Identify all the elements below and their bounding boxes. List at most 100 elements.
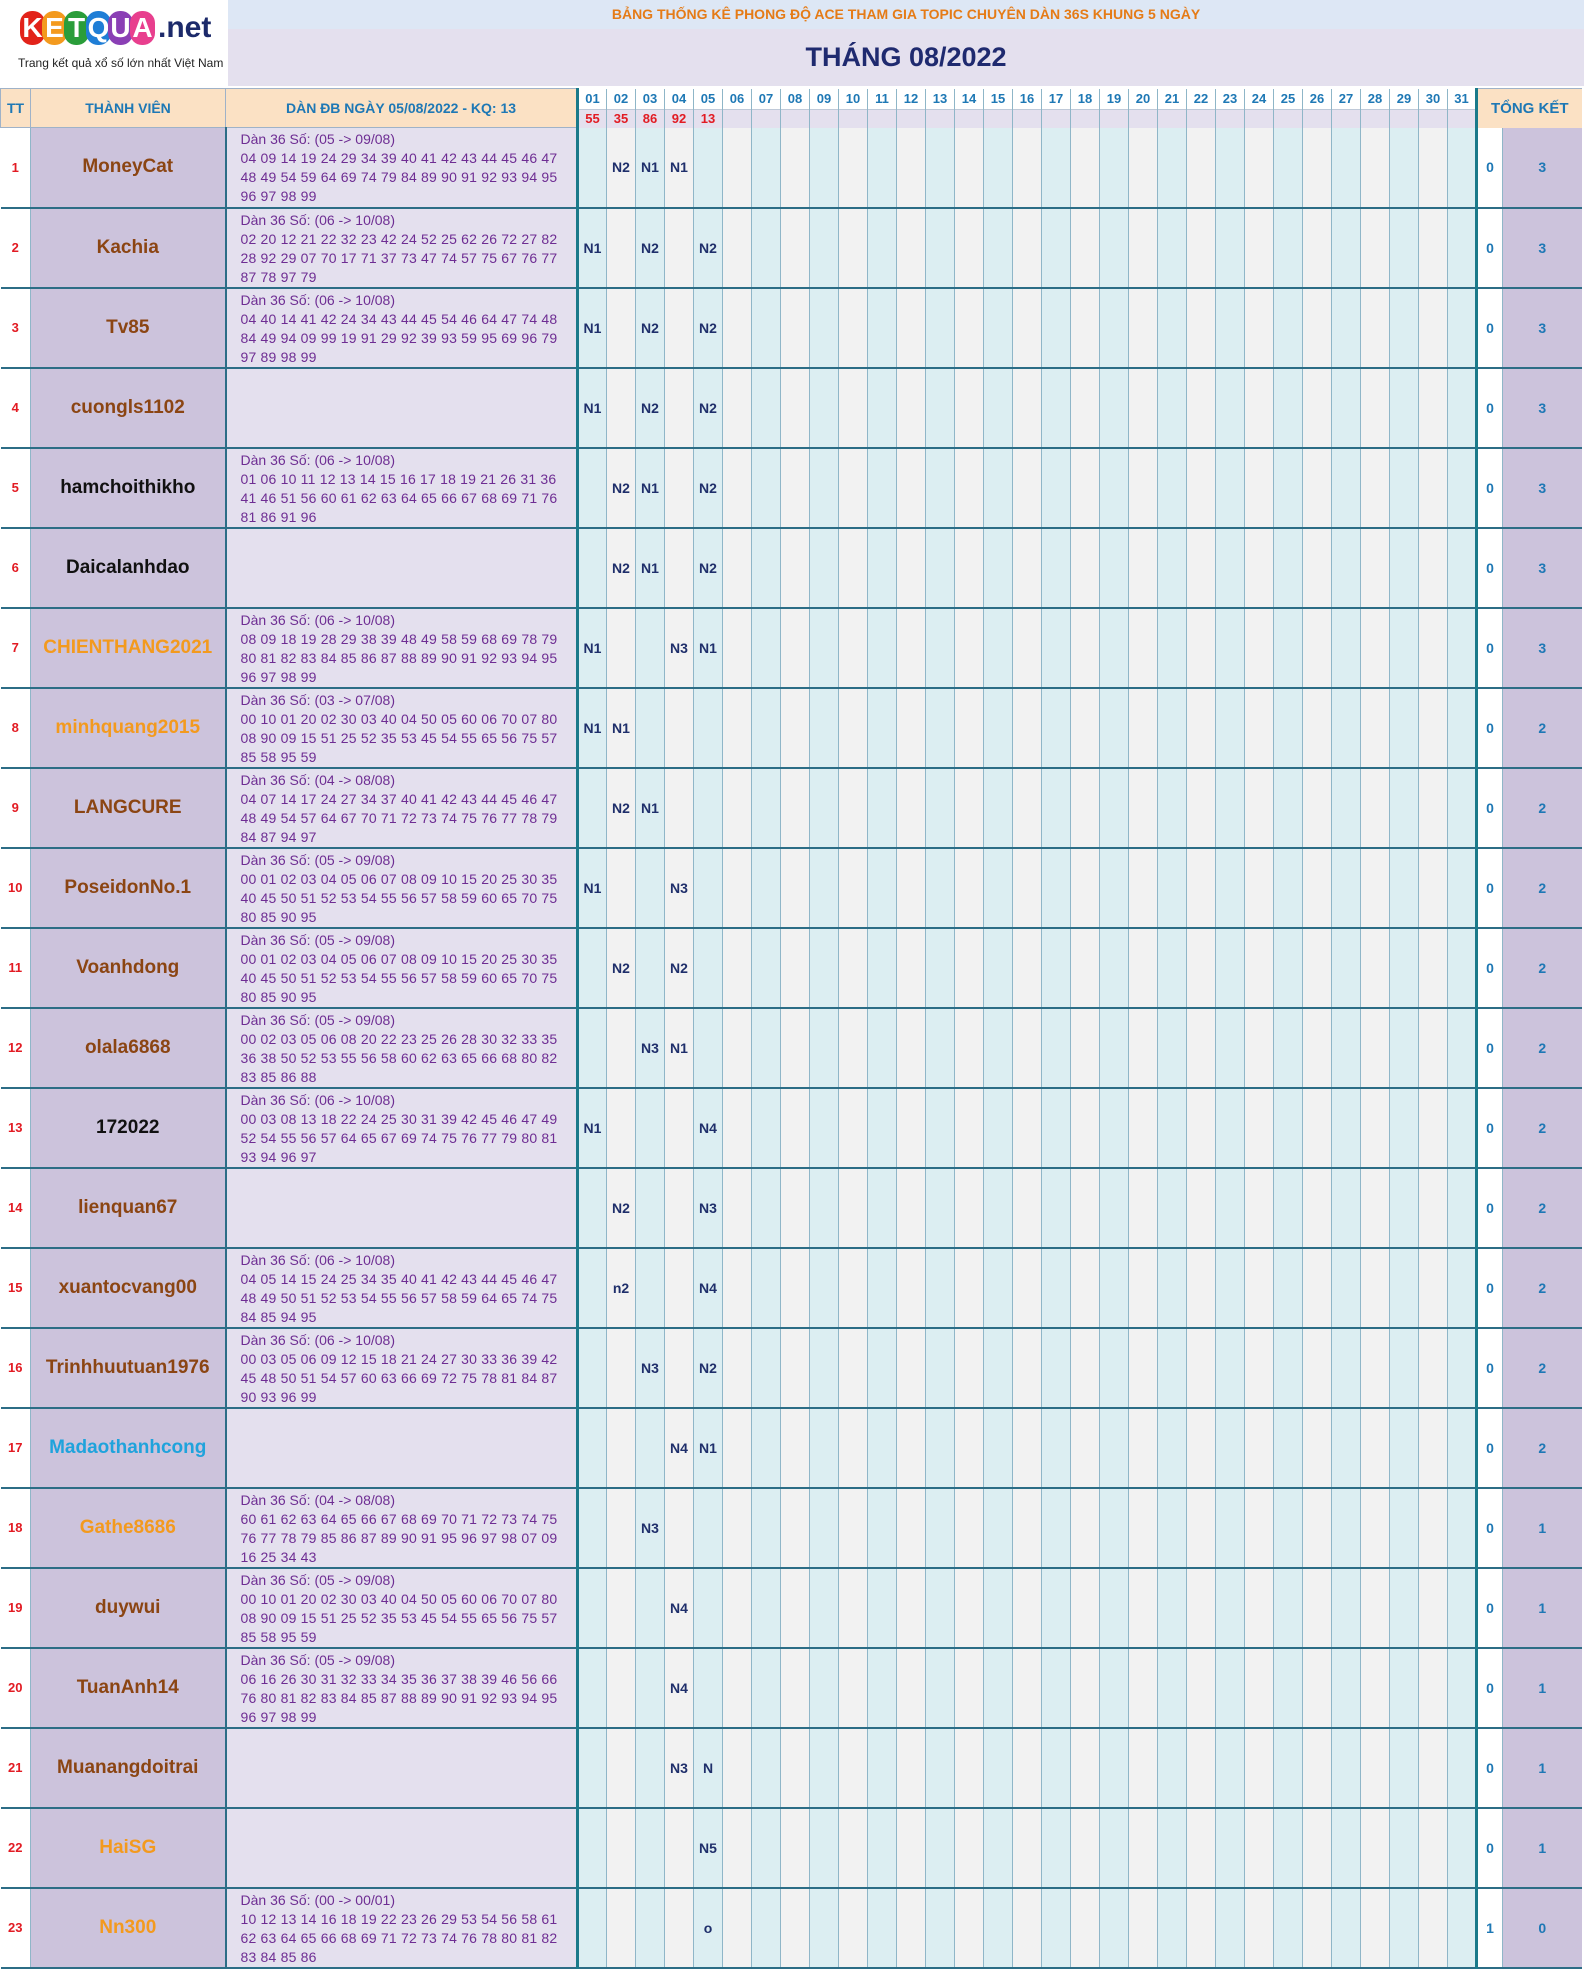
day-mark: N2 xyxy=(606,927,636,1009)
day-cell xyxy=(838,127,868,209)
day-cell xyxy=(983,447,1013,529)
day-cell xyxy=(577,1327,607,1409)
row-total: 2 xyxy=(1502,1167,1582,1249)
member-name[interactable]: Voanhdong xyxy=(30,927,227,1009)
day-cell xyxy=(1273,1007,1303,1089)
day-mark: o xyxy=(693,1887,723,1969)
day-cell xyxy=(1331,767,1361,849)
member-name[interactable]: olala6868 xyxy=(30,1007,227,1089)
day-cell xyxy=(751,607,781,689)
day-cell xyxy=(606,1887,636,1969)
header-member: THÀNH VIÊN xyxy=(30,88,226,128)
day-cell xyxy=(1099,1807,1129,1889)
day-cell xyxy=(809,1167,839,1249)
member-name[interactable]: PoseidonNo.1 xyxy=(30,847,227,929)
day-cell xyxy=(1215,687,1245,769)
dan-numbers: 60 61 62 63 64 65 66 67 68 69 70 71 72 7… xyxy=(240,1510,558,1565)
day-cell xyxy=(1070,207,1100,289)
day-cell xyxy=(635,1167,665,1249)
day-cell xyxy=(1447,1007,1477,1089)
logo-wordmark: K E T Q U A .net xyxy=(20,8,211,48)
day-cell xyxy=(577,1007,607,1089)
member-name[interactable]: Kachia xyxy=(30,207,227,289)
day-cell xyxy=(606,1487,636,1569)
day-cell xyxy=(1157,927,1187,1009)
day-cell xyxy=(1012,607,1042,689)
table-row: 6 Daicalanhdao N2 N1 N2 0 3 xyxy=(0,527,1582,609)
day-cell xyxy=(1070,767,1100,849)
day-cell xyxy=(925,1247,955,1329)
day-cell xyxy=(983,927,1013,1009)
day-mark: N4 xyxy=(664,1407,694,1489)
day-cell xyxy=(780,1487,810,1569)
member-name[interactable]: Gathe8686 xyxy=(30,1487,227,1569)
day-cell xyxy=(606,207,636,289)
ketqua-logo[interactable]: K E T Q U A .net Trang kết quả xổ số lớn nhất … xyxy=(0,0,229,86)
day-cell xyxy=(722,367,752,449)
day-cell xyxy=(1070,1807,1100,1889)
day-cell xyxy=(1273,1487,1303,1569)
member-name[interactable]: 172022 xyxy=(30,1087,227,1169)
day-cell xyxy=(1360,1807,1390,1889)
member-name[interactable]: Madaothanhcong xyxy=(30,1407,227,1489)
day-cell xyxy=(1070,847,1100,929)
day-cell xyxy=(1447,607,1477,689)
day-cell xyxy=(1128,687,1158,769)
pre-total: 0 xyxy=(1475,607,1503,689)
day-cell xyxy=(1041,767,1071,849)
day-cell xyxy=(635,1087,665,1169)
day-cell xyxy=(751,527,781,609)
member-name[interactable]: Nn300 xyxy=(30,1887,227,1969)
day-mark: N2 xyxy=(693,287,723,369)
member-name[interactable]: HaiSG xyxy=(30,1807,227,1889)
member-name[interactable]: minhquang2015 xyxy=(30,687,227,769)
day-cell xyxy=(1331,1807,1361,1889)
day-cell xyxy=(838,527,868,609)
day-cell xyxy=(925,1167,955,1249)
day-cell xyxy=(1418,367,1448,449)
day-cell xyxy=(1012,1887,1042,1969)
dan-cell xyxy=(225,1727,579,1809)
day-cell xyxy=(867,527,897,609)
day-header: 21 xyxy=(1157,88,1187,110)
day-cell xyxy=(1360,367,1390,449)
day-cell xyxy=(1360,1327,1390,1409)
day-cell xyxy=(1157,1087,1187,1169)
member-name[interactable]: xuantocvang00 xyxy=(30,1247,227,1329)
member-name[interactable]: LANGCURE xyxy=(30,767,227,849)
member-name[interactable]: CHIENTHANG2021 xyxy=(30,607,227,689)
member-name[interactable]: cuongls1102 xyxy=(30,367,227,449)
pre-total: 0 xyxy=(1475,927,1503,1009)
day-mark: N2 xyxy=(606,127,636,209)
day-cell xyxy=(635,1567,665,1649)
member-name[interactable]: Muanangdoitrai xyxy=(30,1727,227,1809)
day-mark: N1 xyxy=(635,767,665,849)
day-cell xyxy=(1302,207,1332,289)
member-name[interactable]: Trinhhuutuan1976 xyxy=(30,1327,227,1409)
day-cell xyxy=(1418,207,1448,289)
member-name[interactable]: Tv85 xyxy=(30,287,227,369)
day-header: 17 xyxy=(1041,88,1071,110)
day-cell xyxy=(1041,287,1071,369)
day-cell xyxy=(867,1327,897,1409)
day-cell xyxy=(1389,1167,1419,1249)
member-name[interactable]: lienquan67 xyxy=(30,1167,227,1249)
day-cell xyxy=(780,527,810,609)
member-name[interactable]: duywui xyxy=(30,1567,227,1649)
day-cell xyxy=(896,1647,926,1729)
day-cell xyxy=(983,367,1013,449)
row-total: 3 xyxy=(1502,207,1582,289)
day-cell xyxy=(983,1247,1013,1329)
member-name[interactable]: Daicalanhdao xyxy=(30,527,227,609)
day-cell xyxy=(722,207,752,289)
day-cell xyxy=(1447,1727,1477,1809)
day-cell xyxy=(1244,1807,1274,1889)
table-row: 18 Gathe8686 Dàn 36 Số: (04 -> 08/08) 60 61… xyxy=(0,1487,1582,1569)
member-name[interactable]: MoneyCat xyxy=(30,127,227,209)
day-cell xyxy=(722,287,752,369)
table-row: 11 Voanhdong Dàn 36 Số: (05 -> 09/08) 00 01… xyxy=(0,927,1582,1009)
member-name[interactable]: hamchoithikho xyxy=(30,447,227,529)
day-cell xyxy=(1360,1647,1390,1729)
row-total: 2 xyxy=(1502,687,1582,769)
member-name[interactable]: TuanAnh14 xyxy=(30,1647,227,1729)
